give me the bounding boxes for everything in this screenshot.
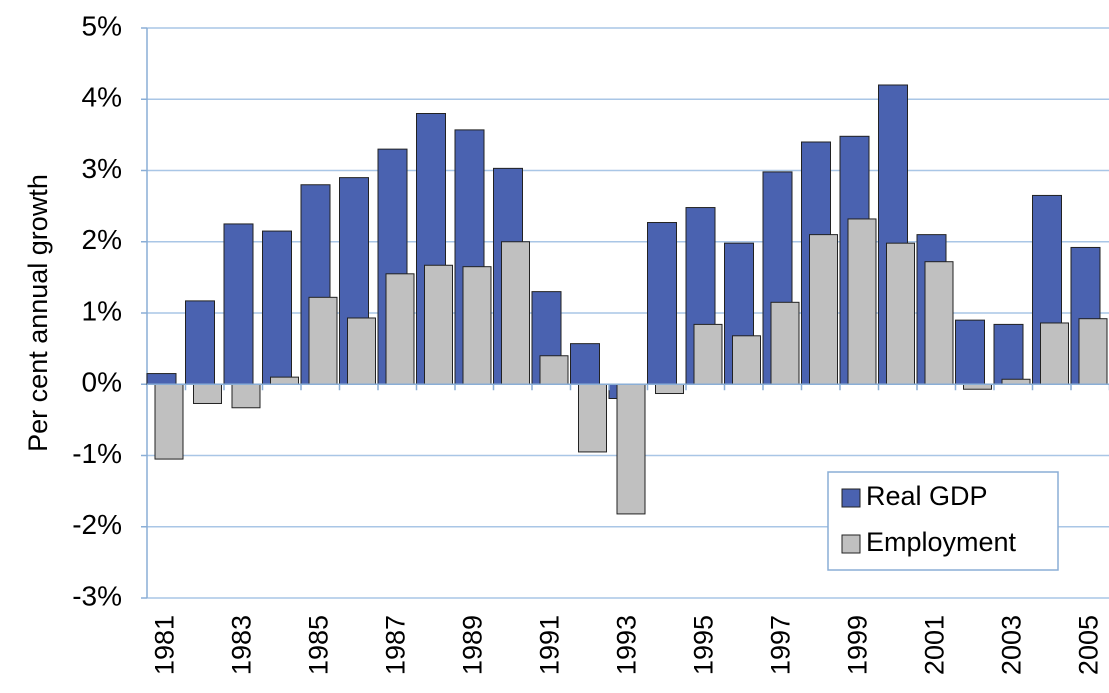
legend-swatch <box>841 534 861 554</box>
bar <box>578 383 607 453</box>
bar <box>886 242 915 385</box>
y-tick-label: 5% <box>82 10 122 41</box>
x-tick-label: 2005 <box>1073 615 1103 675</box>
bar <box>193 383 222 404</box>
bar <box>146 373 177 385</box>
x-tick-label: 1981 <box>149 615 179 675</box>
bar <box>231 383 261 409</box>
y-tick-label: 4% <box>82 82 122 113</box>
x-tick-label: 1987 <box>380 615 410 675</box>
bar <box>647 222 677 385</box>
x-tick-label: 2003 <box>996 615 1026 675</box>
bar <box>347 317 376 385</box>
x-tick-label: 2001 <box>919 615 949 675</box>
legend-box <box>827 471 1059 571</box>
bar <box>732 335 761 385</box>
bar <box>847 218 877 385</box>
bar <box>616 383 646 515</box>
bar <box>655 383 684 395</box>
y-tick-label: -1% <box>72 438 122 469</box>
bar <box>424 264 453 385</box>
bar <box>223 223 254 385</box>
bar <box>270 376 299 385</box>
y-tick-label: 0% <box>82 367 122 398</box>
x-tick-label: 1991 <box>534 615 564 675</box>
bar <box>539 355 569 385</box>
bar <box>924 261 954 385</box>
x-tick-label: 1997 <box>765 615 795 675</box>
bar <box>993 323 1024 385</box>
x-tick-label: 1995 <box>688 615 718 675</box>
x-tick-label: 1985 <box>303 615 333 675</box>
legend-label: Employment <box>866 527 1017 557</box>
y-tick-label: -2% <box>72 509 122 540</box>
y-tick-label: 1% <box>82 295 122 326</box>
x-tick-label: 1983 <box>226 615 256 675</box>
x-tick-label: 1993 <box>611 615 641 675</box>
bar <box>185 300 215 385</box>
legend-label: Real GDP <box>866 481 988 511</box>
bar <box>154 383 184 460</box>
y-tick-label: -3% <box>72 580 122 611</box>
x-tick-label: 1999 <box>842 615 872 675</box>
bar <box>308 296 338 385</box>
bar <box>809 234 838 385</box>
bar <box>501 241 530 385</box>
bar <box>1040 322 1069 385</box>
bar <box>693 323 723 385</box>
bar <box>770 301 800 385</box>
y-tick-label: 3% <box>82 153 122 184</box>
bar <box>1078 318 1108 385</box>
bar <box>262 230 292 385</box>
y-tick-label: 2% <box>82 224 122 255</box>
bar <box>570 343 600 385</box>
x-tick-label: 1989 <box>457 615 487 675</box>
y-axis-title: Per cent annual growth <box>23 174 53 452</box>
bar <box>462 266 492 385</box>
bar <box>385 273 415 385</box>
legend-swatch <box>841 488 861 508</box>
bar <box>955 319 985 385</box>
